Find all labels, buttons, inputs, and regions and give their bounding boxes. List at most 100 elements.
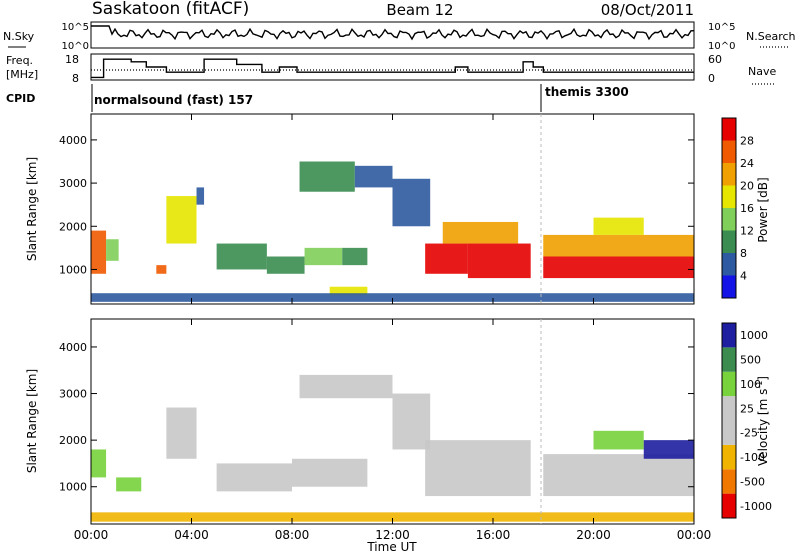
power-colorbar-frame [721, 117, 737, 299]
power-region [166, 196, 197, 244]
velocity-ytick-label: 2000 [59, 434, 87, 447]
velocity-y-axis: 1000 2000 3000 4000 [59, 341, 694, 494]
nave-tick-top: 60 [708, 53, 722, 66]
x-tick-label: 00:00 [677, 528, 712, 542]
velocity-colorbar-segment [722, 396, 736, 421]
freq-tick-bottom: 8 [72, 72, 79, 85]
x-tick-label: 12:00 [375, 528, 410, 542]
x-tick-label: 16:00 [476, 528, 511, 542]
nsky-label: N.Sky [3, 30, 35, 43]
nave-tick-bottom: 0 [708, 72, 715, 85]
freq-label: Freq. [6, 54, 33, 67]
power-ytick-label: 2000 [59, 220, 87, 233]
power-ytick-label: 4000 [59, 134, 87, 147]
beam-title: Beam 12 [386, 1, 453, 19]
velocity-region [292, 458, 368, 487]
power-colorbar-segment [722, 185, 736, 208]
velocity-region [166, 407, 197, 459]
nsky-panel-frame [90, 21, 695, 49]
velocity-region [425, 440, 531, 497]
power-colorbar-segment [722, 140, 736, 163]
velocity-ylabel: Slant Range [km] [25, 369, 39, 473]
velocity-colorbar-segment [722, 371, 736, 397]
x-tick-label: 04:00 [174, 528, 209, 542]
nsearch-label: N.Search [746, 30, 796, 43]
velocity-colorbar-tick: -500 [740, 475, 765, 488]
velocity-ytick-label: 4000 [59, 341, 87, 354]
velocity-colorbar-tick: 25 [740, 402, 754, 415]
time-x-axis: 00:00 04:00 08:00 12:00 16:00 20:00 00:00 [74, 114, 712, 542]
velocity-region [643, 440, 694, 459]
power-colorbar-segment [722, 253, 736, 276]
power-region [342, 247, 368, 266]
velocity-colorbar-segment [722, 347, 736, 372]
date-title: 08/Oct/2011 [601, 1, 694, 19]
nave-label: Nave [748, 65, 776, 78]
x-tick-label: 08:00 [275, 528, 310, 542]
nsearch-tick-top: 10^5 [708, 22, 735, 33]
power-region [329, 286, 368, 296]
power-colorbar: 4 8 12 16 20 24 28 [721, 117, 754, 299]
cpid-mode-2: themis 3300 [545, 85, 629, 99]
power-colorbar-tick: 4 [740, 270, 747, 283]
power-colorbar-tick: 16 [740, 202, 754, 215]
power-region [106, 239, 119, 261]
power-region [91, 230, 107, 274]
power-region [266, 256, 305, 274]
power-region [425, 243, 468, 274]
power-colorbar-tick: 8 [740, 247, 747, 260]
velocity-colorbar-label-end: ] [756, 376, 770, 381]
cpid-label: CPID [6, 92, 35, 105]
power-region [91, 293, 694, 302]
velocity-region [116, 477, 142, 492]
velocity-colorbar-segment [722, 469, 736, 494]
nsky-tick-bottom: 10^0 [62, 41, 89, 52]
power-colorbar-segment [722, 230, 736, 253]
velocity-region [392, 393, 431, 450]
power-ytick-label: 1000 [59, 263, 87, 276]
cpid-mode-1: normalsound (fast) 157 [94, 93, 253, 107]
time-axis-label: Time UT [366, 540, 417, 554]
velocity-region [543, 454, 694, 497]
velocity-colorbar-segment [722, 493, 736, 518]
velocity-colorbar-segment [722, 444, 736, 470]
velocity-region [593, 430, 644, 450]
velocity-colorbar-tick: -25 [740, 427, 758, 440]
nsky-tick-top: 10^5 [62, 22, 89, 33]
nsearch-tick-bottom: 10^0 [708, 41, 735, 52]
power-colorbar-segment [722, 275, 736, 298]
frequency-series-line [91, 58, 694, 79]
power-colorbar-tick: 28 [740, 135, 754, 148]
velocity-colorbar: 1000 500 100 25 -25 -100 -500 -1000 [721, 322, 772, 519]
velocity-ytick-label: 1000 [59, 481, 87, 494]
velocity-colorbar-segment [722, 323, 736, 348]
power-ylabel: Slant Range [km] [25, 157, 39, 261]
freq-panel-frame [90, 53, 695, 81]
power-region [593, 217, 644, 235]
station-title: Saskatoon (fitACF) [92, 0, 249, 19]
velocity-colorbar-tick: 100 [740, 378, 761, 391]
velocity-colorbar-label: Velocity [m s-1] [755, 376, 770, 466]
velocity-colorbar-label-exp: -1 [755, 381, 764, 389]
power-colorbar-segment [722, 163, 736, 186]
power-region [156, 265, 167, 274]
power-region [392, 178, 431, 227]
velocity-region [299, 374, 393, 399]
power-region [216, 243, 267, 270]
x-tick-label: 00:00 [74, 528, 109, 542]
power-colorbar-tick: 20 [740, 180, 754, 193]
power-region [543, 234, 694, 257]
nsky-series-line [91, 25, 695, 41]
power-colorbar-tick: 24 [740, 157, 754, 170]
velocity-region [91, 512, 694, 522]
x-tick-label: 20:00 [576, 528, 611, 542]
power-colorbar-label: Power [dB] [756, 177, 770, 242]
power-ytick-label: 3000 [59, 177, 87, 190]
power-colorbar-segment [722, 208, 736, 231]
velocity-colorbar-tick: -1000 [740, 500, 772, 513]
power-colorbar-segment [722, 118, 736, 141]
power-region [304, 247, 343, 266]
freq-tick-top: 18 [65, 53, 79, 66]
velocity-region [91, 449, 107, 478]
velocity-colorbar-segment [722, 420, 736, 445]
